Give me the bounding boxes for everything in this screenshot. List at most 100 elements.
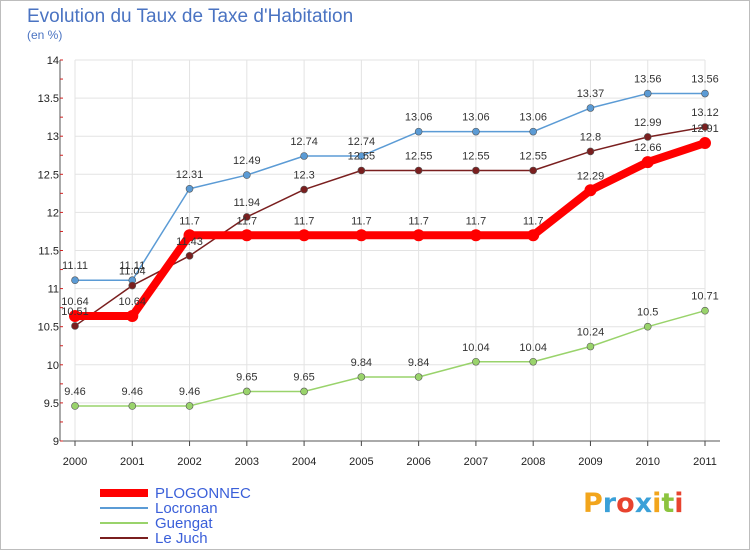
data-label: 11.43 — [176, 236, 203, 248]
data-point — [701, 89, 709, 98]
data-label: 13.37 — [577, 88, 605, 100]
x-tick-label: 2007 — [464, 456, 488, 468]
data-label: 9.46 — [64, 386, 85, 398]
data-point — [699, 137, 711, 150]
data-label: 10.04 — [462, 342, 490, 354]
data-label: 12.29 — [577, 170, 605, 182]
data-label: 11.04 — [119, 266, 146, 278]
data-label: 11.94 — [233, 197, 260, 209]
data-point — [243, 213, 251, 221]
data-label: 13.06 — [462, 112, 490, 124]
data-label: 11.7 — [237, 215, 258, 227]
data-point — [643, 89, 652, 98]
data-point — [472, 127, 480, 136]
logo-letter: i — [652, 488, 662, 519]
logo-letter: x — [634, 488, 653, 519]
data-label: 11.7 — [351, 215, 372, 227]
data-label: 12.91 — [691, 123, 719, 135]
data-label: 9.84 — [351, 357, 372, 369]
data-label: 12.31 — [176, 169, 204, 181]
data-label: 9.84 — [408, 357, 429, 369]
data-point — [243, 171, 251, 179]
data-point — [69, 310, 81, 323]
data-point — [414, 127, 423, 136]
data-label: 11.11 — [119, 260, 145, 272]
data-point — [414, 166, 423, 175]
y-tick-label: 14 — [47, 55, 59, 67]
legend-label: PLOGONNEC — [155, 485, 251, 502]
y-tick-label: 13 — [47, 131, 59, 143]
proxiti-logo: Proxiti — [583, 488, 684, 519]
data-point — [643, 322, 652, 331]
data-point — [355, 229, 368, 242]
y-tick-label: 12 — [47, 207, 59, 219]
data-label: 10.04 — [519, 342, 547, 354]
data-label: 13.56 — [634, 74, 662, 86]
series-line-guengat — [74, 309, 706, 407]
data-label: 11.7 — [408, 215, 429, 227]
chart-title: Evolution du Taux de Taxe d'Habitation — [27, 6, 354, 27]
axes: 9 9.5 10 10.5 11 11.5 12 12.5 13 13.5 14 2000 2001 20… — [38, 55, 720, 468]
data-label: 12.3 — [293, 170, 314, 182]
data-point — [412, 229, 425, 242]
x-tick-label: 2005 — [349, 456, 373, 468]
x-tick-label: 2011 — [693, 456, 717, 468]
data-point — [71, 402, 79, 410]
data-label: 11.7 — [523, 215, 544, 227]
data-point — [185, 252, 194, 260]
data-point — [701, 123, 709, 131]
data-label: 9.65 — [293, 371, 314, 383]
data-point — [298, 229, 311, 242]
data-point — [128, 402, 137, 410]
data-label: 10.51 — [61, 306, 89, 318]
data-point — [472, 166, 480, 175]
data-point — [357, 166, 366, 175]
data-label: 12.74 — [290, 136, 318, 148]
data-label: 11.7 — [179, 215, 200, 227]
data-label: 12.99 — [634, 117, 662, 129]
legend-label: Locronan — [155, 500, 218, 517]
data-point — [469, 229, 482, 242]
data-label: 12.55 — [519, 150, 547, 162]
y-tick-label: 13.5 — [38, 93, 59, 105]
chart-subtitle: (en %) — [27, 28, 63, 42]
data-label: 12.66 — [634, 142, 662, 154]
series-line-locronan — [74, 92, 706, 281]
logo-letter: i — [674, 488, 684, 519]
logo-letter: o — [616, 488, 635, 519]
data-point — [71, 276, 79, 285]
data-point — [243, 387, 251, 396]
data-label: 13.06 — [405, 112, 433, 124]
y-tick-label: 11.5 — [38, 246, 59, 258]
data-point — [126, 310, 139, 323]
x-tick-label: 2006 — [406, 456, 430, 468]
x-tick-label: 2004 — [292, 456, 316, 468]
y-tick-label: 12.5 — [38, 169, 59, 181]
gridlines — [74, 59, 706, 442]
data-point — [701, 306, 709, 315]
data-label: 9.65 — [236, 371, 257, 383]
data-label: 12.55 — [405, 150, 433, 162]
x-tick-label: 2003 — [235, 456, 259, 468]
data-point — [414, 373, 423, 381]
legend-label: Guengat — [155, 515, 213, 532]
data-point — [529, 357, 537, 366]
data-point — [643, 133, 652, 141]
x-tick-label: 2009 — [578, 456, 602, 468]
data-point — [300, 152, 308, 160]
data-point — [641, 156, 654, 169]
data-point — [357, 373, 366, 381]
data-label: 13.06 — [519, 112, 547, 124]
data-point — [357, 152, 366, 160]
x-tick-label: 2002 — [177, 456, 201, 468]
data-point — [529, 166, 537, 175]
data-label: 12.49 — [233, 155, 261, 167]
data-point — [586, 147, 595, 156]
x-tick-label: 2001 — [120, 456, 144, 468]
logo-letter: r — [602, 488, 617, 519]
data-point — [472, 357, 480, 366]
y-tick-label: 11 — [48, 284, 59, 296]
